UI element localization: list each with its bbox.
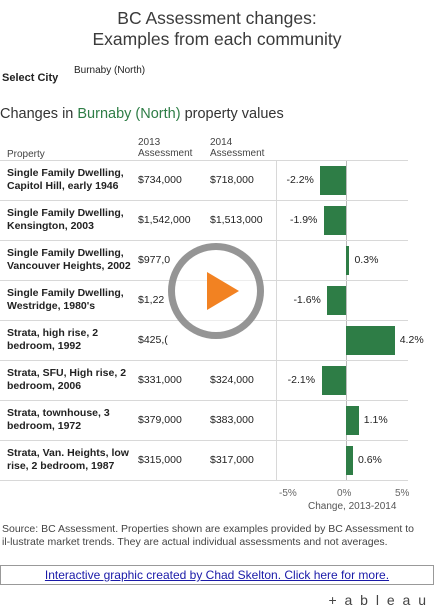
property-cell: Single Family Dwelling, Kensington, 2003 [7,207,135,233]
property-line: bedroom, 1992 [7,340,82,352]
page-title: BC Assessment changes: Examples from eac… [0,8,434,50]
property-line: Strata, high rise, 2 [7,327,99,339]
property-line: Strata, townhouse, 3 [7,407,110,419]
x-tick-label: 0% [337,488,352,499]
source-note: Source: BC Assessment. Properties shown … [2,523,415,548]
subtitle-suffix: property values [180,106,284,122]
play-icon [207,272,239,310]
assessment-2013-cell: $425,( [138,334,168,346]
assessment-2014-cell: $718,000 [210,174,254,186]
row-divider [0,360,408,361]
property-line: Single Family Dwelling, [7,207,124,219]
change-bar[interactable] [327,286,346,315]
change-bar[interactable] [346,246,350,275]
select-city-dropdown[interactable]: Burnaby (North) [74,65,146,76]
property-line: Kensington, 2003 [7,220,94,232]
assessment-2013-cell: $1,22 [138,294,165,306]
assessment-2013-cell: $379,000 [138,414,182,426]
change-label: 0.6% [357,454,382,466]
property-line: Single Family Dwelling, [7,247,124,259]
row-divider [0,200,408,201]
property-line: Vancouver Heights, 2002 [7,260,131,272]
property-cell: Strata, Van. Heights, low rise, 2 bedroom… [7,447,135,473]
property-cell: Single Family Dwelling, Westridge, 1980's [7,287,135,313]
assessment-2013-cell: $734,000 [138,174,182,186]
header-2013-year: 2013 [138,137,161,148]
credit-link[interactable]: Interactive graphic created by Chad Skel… [0,565,434,585]
header-2013-label: Assessment [138,148,193,159]
assessment-2014-cell: $317,000 [210,454,254,466]
row-divider [0,480,408,481]
chart-subtitle: Changes in Burnaby (North) property valu… [0,106,284,122]
header-2014-year: 2014 [210,137,233,148]
header-2014: 2014 Assessment [210,137,264,159]
x-tick-label: -5% [279,488,297,499]
property-line: Strata, SFU, High rise, 2 [7,367,127,379]
property-line: Strata, Van. Heights, low [7,447,129,459]
x-axis-title: Change, 2013-2014 [308,501,397,512]
assessment-2013-cell: $331,000 [138,374,182,386]
assessment-2013-cell: $977,0 [138,254,171,266]
title-line-1: BC Assessment changes: [117,8,317,28]
change-label: 0.3% [354,254,379,266]
header-property: Property [7,149,45,160]
assessment-2014-cell: $324,000 [210,374,254,386]
assessment-2014-cell: $383,000 [210,414,254,426]
select-city-label: Select City [2,72,59,84]
change-label: 4.2% [399,334,424,346]
subtitle-prefix: Changes in [0,106,78,122]
property-line: Westridge, 1980's [7,300,96,312]
header-2013: 2013 Assessment [138,137,192,159]
row-divider [0,160,408,161]
property-line: Capitol Hill, early 1946 [7,180,119,192]
property-cell: Single Family Dwelling, Vancouver Heights… [7,247,135,273]
subtitle-city: Burnaby (North) [77,106,181,122]
property-cell: Strata, high rise, 2 bedroom, 1992 [7,327,135,353]
title-line-2: Examples from each community [92,29,342,49]
change-bar[interactable] [320,166,346,195]
property-cell: Single Family Dwelling, Capitol Hill, ear… [7,167,135,193]
change-label: 1.1% [363,414,388,426]
assessment-2013-cell: $1,542,000 [138,214,191,226]
row-divider [0,440,408,441]
change-bar[interactable] [346,326,395,355]
x-tick-label: 5% [395,488,410,499]
play-button[interactable] [168,243,264,339]
row-divider [0,240,408,241]
assessment-2013-cell: $315,000 [138,454,182,466]
credit-link-text[interactable]: Interactive graphic created by Chad Skel… [44,568,390,582]
change-bar[interactable] [323,206,346,235]
property-cell: Strata, SFU, High rise, 2 bedroom, 2006 [7,367,135,393]
property-line: bedroom, 2006 [7,380,82,392]
change-label: -2.1% [287,374,316,386]
change-bar[interactable] [321,366,346,395]
tableau-logo[interactable]: + a b l e a u [328,592,428,608]
change-bar[interactable] [346,446,353,475]
change-bar[interactable] [346,406,359,435]
change-label: -2.2% [286,174,314,186]
property-line: rise, 2 bedroom, 1987 [7,460,115,472]
change-label: -1.6% [293,294,321,306]
property-line: Single Family Dwelling, [7,167,124,179]
assessment-2014-cell: $1,513,000 [210,214,263,226]
property-cell: Strata, townhouse, 3 bedroom, 1972 [7,407,135,433]
property-line: bedroom, 1972 [7,420,82,432]
row-divider [0,400,408,401]
header-2014-label: Assessment [210,148,265,159]
change-label: -1.9% [289,214,318,226]
property-line: Single Family Dwelling, [7,287,124,299]
